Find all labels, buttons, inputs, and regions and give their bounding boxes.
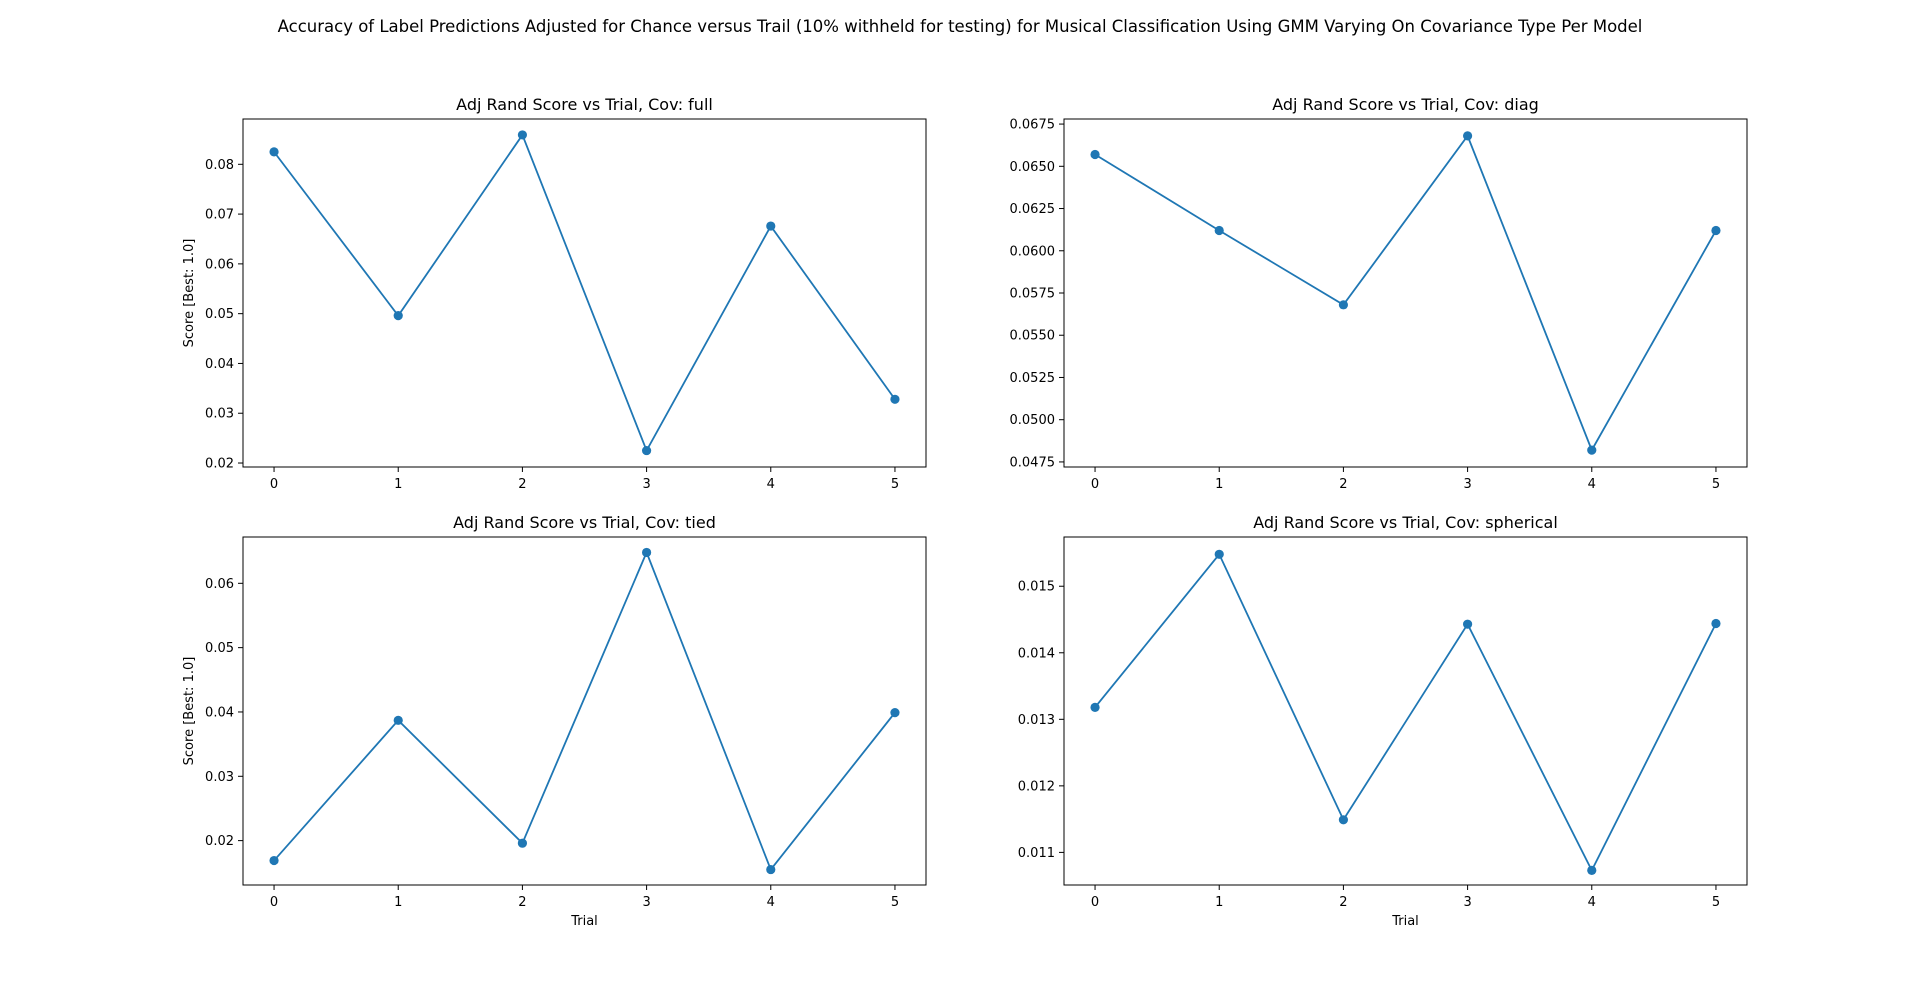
data-point [1214, 225, 1224, 236]
x-axis-label: Trial [1391, 914, 1419, 929]
x-axis-label: Trial [570, 914, 598, 929]
y-tick-label: 0.0525 [1010, 371, 1056, 386]
data-point [269, 855, 279, 866]
x-tick-label: 5 [891, 895, 899, 910]
data-point [766, 221, 776, 231]
subplot-2: Adj Rand Score vs Trial, Cov: tied 0 1 2 3 4 5… [182, 513, 927, 929]
y-tick-label: 0.013 [1018, 713, 1055, 728]
y-tick-label: 0.012 [1018, 779, 1055, 794]
y-tick-label: 0.06 [205, 577, 234, 592]
data-point [393, 311, 403, 321]
data-point [1338, 300, 1349, 310]
y-tick-label: 0.011 [1018, 846, 1055, 861]
series-line [1094, 552, 1717, 873]
y-tick-label: 0.0600 [1010, 244, 1056, 259]
subplot-title: Adj Rand Score vs Trial, Cov: spherical [1253, 513, 1558, 532]
data-point [269, 147, 279, 157]
y-tick-label: 0.02 [205, 834, 234, 849]
subplot-3: Adj Rand Score vs Trial, Cov: spherical 0… [1018, 513, 1748, 929]
subplot-1: Adj Rand Score vs Trial, Cov: diag 0 1 2 3 4 5… [1010, 95, 1748, 492]
axes-frame [242, 536, 927, 886]
y-tick-label: 0.0650 [1010, 160, 1056, 175]
data-point [1090, 149, 1100, 160]
y-tick-label: 0.03 [205, 770, 234, 785]
y-tick-label: 0.05 [205, 641, 234, 656]
subplot-grid: Adj Rand Score vs Trial, Cov: full 0 1 2 3 4 5… [182, 95, 1748, 929]
data-point [890, 708, 900, 718]
y-axis-label: Score [Best: 1.0] [182, 239, 197, 348]
x-tick-label: 4 [1588, 477, 1596, 492]
x-tick-label: 5 [891, 477, 899, 492]
x-tick-label: 3 [1463, 477, 1471, 492]
data-point [1090, 702, 1100, 712]
x-tick-label: 3 [642, 477, 650, 492]
y-tick-label: 0.04 [205, 705, 234, 720]
x-tick-label: 1 [394, 477, 402, 492]
x-tick-label: 3 [642, 895, 650, 910]
data-point [1587, 865, 1597, 875]
x-tick-label: 3 [1463, 895, 1471, 910]
y-tick-label: 0.06 [205, 257, 234, 272]
y-tick-label: 0.0550 [1010, 329, 1056, 344]
x-tick-label: 2 [1339, 477, 1347, 492]
data-point [766, 864, 776, 875]
subplot-title: Adj Rand Score vs Trial, Cov: full [456, 95, 713, 114]
x-tick-label: 1 [1215, 477, 1223, 492]
y-tick-label: 0.0575 [1010, 287, 1056, 302]
data-point [1711, 225, 1721, 236]
data-point [641, 445, 652, 456]
x-tick-label: 2 [518, 477, 526, 492]
x-tick-label: 2 [1339, 895, 1347, 910]
y-tick-label: 0.05 [205, 307, 234, 322]
series-line [273, 550, 896, 872]
axes-frame [242, 118, 927, 468]
y-tick-label: 0.0625 [1010, 202, 1056, 217]
axes-frame [1063, 536, 1748, 886]
y-tick-label: 0.0475 [1010, 455, 1056, 470]
y-tick-label: 0.03 [205, 407, 234, 422]
data-point [1462, 619, 1473, 629]
x-tick-label: 4 [767, 477, 775, 492]
series-line [1094, 134, 1717, 453]
y-tick-label: 0.0675 [1010, 118, 1056, 133]
y-tick-label: 0.015 [1018, 580, 1055, 595]
x-tick-label: 4 [1588, 895, 1596, 910]
x-tick-label: 5 [1712, 895, 1720, 910]
y-tick-label: 0.0500 [1010, 413, 1056, 428]
x-tick-label: 0 [270, 477, 278, 492]
series-line [273, 133, 896, 453]
subplot-0: Adj Rand Score vs Trial, Cov: full 0 1 2 3 4 5… [182, 95, 927, 492]
x-tick-label: 1 [1215, 895, 1223, 910]
data-point [1462, 131, 1473, 141]
x-tick-label: 5 [1712, 477, 1720, 492]
y-tick-label: 0.02 [205, 457, 234, 472]
data-point [890, 394, 900, 404]
data-point [1711, 618, 1721, 629]
x-tick-label: 0 [270, 895, 278, 910]
y-tick-label: 0.04 [205, 357, 234, 372]
y-tick-label: 0.07 [205, 208, 234, 223]
y-axis-label: Score [Best: 1.0] [182, 657, 197, 766]
subplot-title: Adj Rand Score vs Trial, Cov: diag [1272, 95, 1539, 114]
data-point [1214, 549, 1224, 559]
data-point [517, 838, 528, 848]
y-tick-label: 0.08 [205, 158, 234, 173]
x-tick-label: 4 [767, 895, 775, 910]
data-point [641, 547, 652, 558]
x-tick-label: 0 [1091, 895, 1099, 910]
x-tick-label: 1 [394, 895, 402, 910]
figure-suptitle: Accuracy of Label Predictions Adjusted f… [278, 17, 1643, 36]
data-point [1338, 815, 1349, 825]
subplot-title: Adj Rand Score vs Trial, Cov: tied [453, 513, 716, 532]
y-tick-label: 0.014 [1018, 646, 1055, 661]
data-point [1587, 445, 1597, 455]
data-point [393, 715, 403, 725]
data-point [517, 130, 528, 140]
x-tick-label: 2 [518, 895, 526, 910]
x-tick-label: 0 [1091, 477, 1099, 492]
